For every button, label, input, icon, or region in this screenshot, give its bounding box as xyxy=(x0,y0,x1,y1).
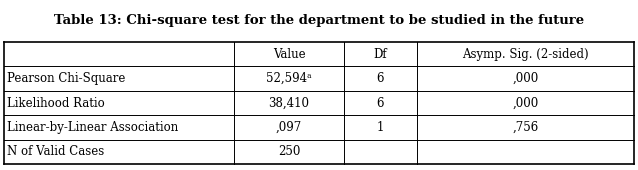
Text: Asymp. Sig. (2-sided): Asymp. Sig. (2-sided) xyxy=(462,48,589,61)
Text: ,000: ,000 xyxy=(512,72,538,85)
Text: ,097: ,097 xyxy=(276,121,302,134)
Text: 250: 250 xyxy=(278,145,300,158)
Text: 6: 6 xyxy=(376,97,384,109)
Text: Pearson Chi-Square: Pearson Chi-Square xyxy=(7,72,126,85)
Text: Table 13: Chi-square test for the department to be studied in the future: Table 13: Chi-square test for the depart… xyxy=(54,14,584,27)
Text: 38,410: 38,410 xyxy=(269,97,309,109)
Text: Df: Df xyxy=(374,48,387,61)
Text: Value: Value xyxy=(273,48,306,61)
Text: 1: 1 xyxy=(376,121,384,134)
Text: 52,594ᵃ: 52,594ᵃ xyxy=(266,72,312,85)
Text: Linear-by-Linear Association: Linear-by-Linear Association xyxy=(7,121,178,134)
Text: N of Valid Cases: N of Valid Cases xyxy=(7,145,104,158)
Text: ,000: ,000 xyxy=(512,97,538,109)
Text: 6: 6 xyxy=(376,72,384,85)
Text: ,756: ,756 xyxy=(512,121,538,134)
Text: Likelihood Ratio: Likelihood Ratio xyxy=(7,97,105,109)
